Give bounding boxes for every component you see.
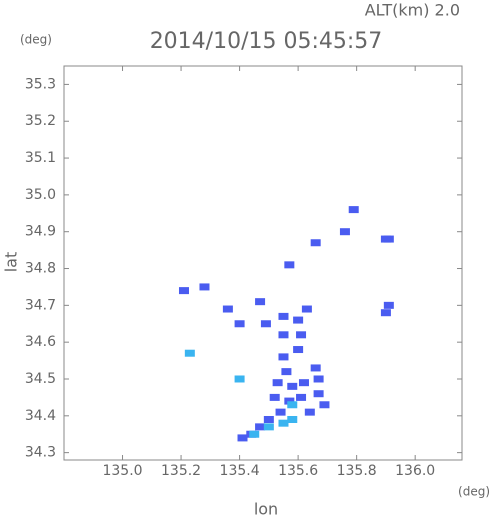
echo-cell	[281, 368, 292, 376]
echo-cell	[383, 235, 394, 243]
echo-cell	[263, 415, 274, 423]
y-tick-label: 35.0	[25, 187, 56, 203]
echo-cell	[278, 331, 289, 339]
echo-cell	[301, 305, 312, 313]
echo-cell	[234, 320, 245, 328]
echo-cell	[313, 390, 324, 398]
echo-cell	[278, 353, 289, 361]
echo-cell	[380, 309, 391, 317]
x-tick-label: 136.0	[395, 463, 435, 479]
echo-cell	[249, 430, 260, 438]
echo-cell	[199, 283, 210, 291]
x-tick-label: 135.4	[220, 463, 260, 479]
y-tick-label: 35.3	[25, 76, 56, 92]
y-tick-label: 34.6	[25, 334, 56, 350]
echo-cell	[184, 349, 195, 357]
echo-cell	[255, 423, 266, 431]
echo-cell	[296, 393, 307, 401]
y-tick-label: 34.3	[25, 445, 56, 461]
echo-cell	[298, 379, 309, 387]
altitude: ALT(km) 2.0	[365, 1, 460, 20]
y-tick-label: 34.9	[25, 224, 56, 240]
y-axis-label: lat	[2, 252, 21, 273]
y-tick-label: 34.8	[25, 261, 56, 277]
echo-cell	[310, 239, 321, 247]
echo-cell	[348, 206, 359, 214]
echo-cell	[287, 415, 298, 423]
y-tick-label: 34.4	[25, 408, 56, 424]
x-tick-label: 135.8	[337, 463, 377, 479]
echo-cell	[293, 316, 304, 324]
y-tick-label: 34.7	[25, 297, 56, 313]
y-tick-label: 35.1	[25, 150, 56, 166]
echo-cell	[269, 393, 280, 401]
echo-cell	[339, 228, 350, 236]
echo-cell	[278, 312, 289, 320]
plot-frame	[63, 65, 463, 461]
echo-cell	[234, 375, 245, 383]
y-unit: (deg)	[20, 33, 52, 47]
echo-cell	[284, 261, 295, 269]
echo-cell	[383, 301, 394, 309]
x-unit: (deg)	[458, 485, 490, 499]
echo-cell	[178, 287, 189, 295]
echo-cell	[263, 423, 274, 431]
chart-title: 2014/10/15 05:45:57	[150, 29, 383, 54]
echo-cell	[310, 364, 321, 372]
echo-cell	[287, 382, 298, 390]
x-tick-label: 135.6	[278, 463, 318, 479]
echo-cell	[284, 397, 295, 405]
echo-cell	[296, 331, 307, 339]
x-axis-label: lon	[254, 500, 278, 519]
echo-cell	[237, 434, 248, 442]
echo-cell	[304, 408, 315, 416]
echo-cell	[278, 419, 289, 427]
x-tick-label: 135.2	[161, 463, 201, 479]
echo-cell	[319, 401, 330, 409]
x-tick-label: 135.0	[102, 463, 142, 479]
echo-cell	[313, 375, 324, 383]
y-tick-label: 35.2	[25, 113, 56, 129]
echo-cell	[255, 298, 266, 306]
echo-cell	[275, 408, 286, 416]
y-tick-label: 34.5	[25, 371, 56, 387]
echo-cell	[293, 346, 304, 354]
echo-cell	[260, 320, 271, 328]
echo-cell	[272, 379, 283, 387]
echo-cell	[287, 401, 298, 409]
echo-cell	[222, 305, 233, 313]
